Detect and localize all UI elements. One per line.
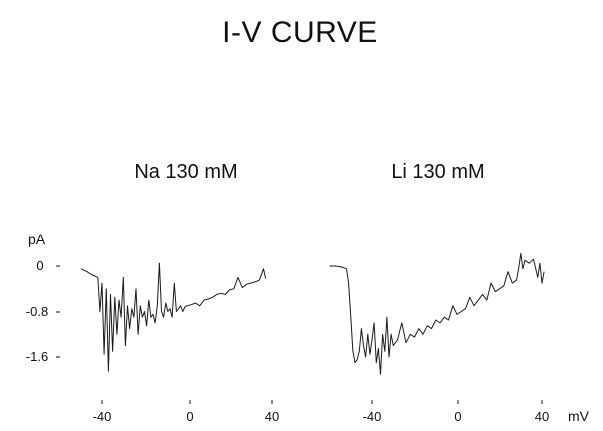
y-axis-label: pA [28, 231, 46, 247]
x-tick-label-na-0: -40 [93, 409, 112, 424]
panel-label-na: Na 130 mM [134, 161, 237, 183]
x-tick-label-li-2: 40 [535, 409, 549, 424]
x-tick-label-li-1: 0 [454, 409, 461, 424]
y-tick-label-0: 0 [36, 258, 43, 273]
y-axis: 0 -0.8 -1.6 [26, 258, 60, 364]
y-tick-label-2: -1.6 [26, 349, 48, 364]
x-tick-label-na-2: 40 [265, 409, 279, 424]
y-tick-label-1: -0.8 [26, 304, 48, 319]
x-axis-li: -40 0 40 [363, 400, 549, 424]
x-axis-na: -40 0 40 [93, 400, 279, 424]
x-tick-label-na-1: 0 [186, 409, 193, 424]
x-tick-label-li-0: -40 [363, 409, 382, 424]
x-axis-label: mV [568, 408, 590, 424]
panel-label-li: Li 130 mM [391, 161, 484, 183]
trace-li-series-0 [329, 253, 545, 375]
trace-na-series-0 [80, 262, 267, 372]
traces-group [80, 253, 545, 375]
chart-title: I-V CURVE [222, 16, 378, 49]
